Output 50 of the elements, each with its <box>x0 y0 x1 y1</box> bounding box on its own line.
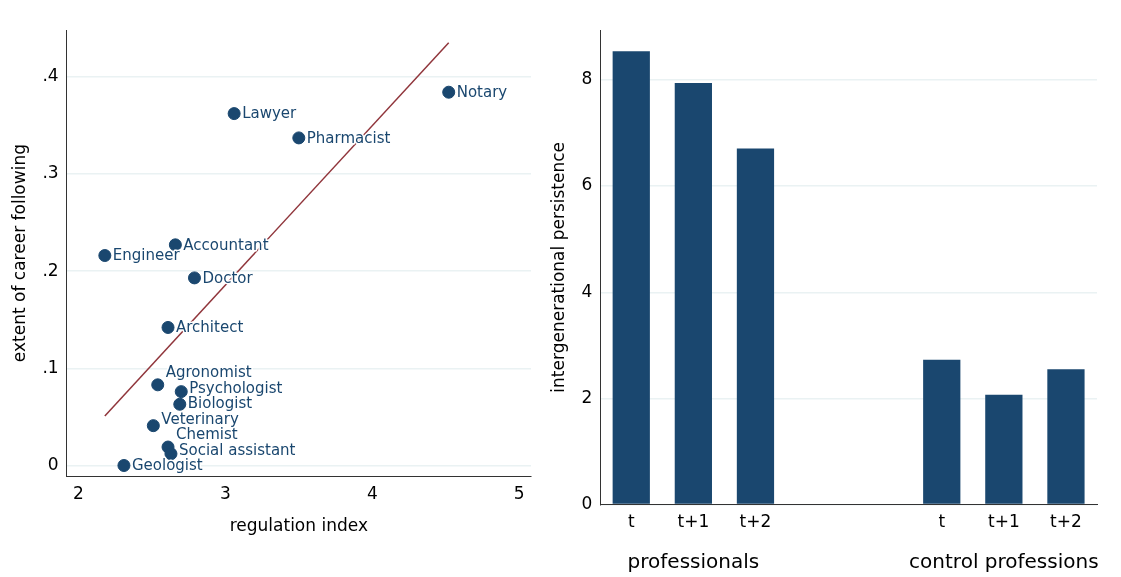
bar <box>1047 369 1085 504</box>
y-tick-label: 6 <box>581 174 593 195</box>
point <box>146 419 160 433</box>
x-tick-label: t+1 <box>677 511 710 532</box>
point <box>161 320 175 334</box>
y-tick-label: .1 <box>42 356 59 377</box>
point <box>151 378 165 392</box>
point <box>174 385 188 399</box>
annotation: Notary <box>456 83 508 102</box>
y-tick-label: 0 <box>581 493 593 514</box>
x-tick-label: 2 <box>72 482 84 503</box>
point <box>98 249 112 263</box>
y-tick-label: .2 <box>42 259 59 280</box>
annotation: Agronomist <box>165 362 252 381</box>
x-tick-label: t+1 <box>987 511 1020 532</box>
bar <box>674 83 712 504</box>
annotation: Geologist <box>131 456 203 475</box>
point <box>117 459 131 473</box>
y-axis-title: extent of career following <box>8 144 29 363</box>
y-axis-title: intergenerational persistence <box>547 141 568 393</box>
annotation: Engineer <box>112 246 181 265</box>
y-tick-label: .4 <box>42 65 59 86</box>
point <box>173 397 187 411</box>
point <box>227 107 241 121</box>
bar <box>923 359 961 504</box>
annotation: Social assistant <box>178 440 296 459</box>
bar <box>612 51 650 504</box>
x-axis-title: regulation index <box>229 515 368 536</box>
y-tick-label: .3 <box>42 162 59 183</box>
annotation: Biologist <box>187 394 253 413</box>
annotation: Psychologist <box>189 378 283 397</box>
x-tick-label: t <box>627 511 635 532</box>
bar <box>736 148 775 504</box>
point <box>292 131 306 145</box>
x-tick-label: t+2 <box>739 511 772 532</box>
y-tick-label: 4 <box>581 280 593 301</box>
y-tick-label: 0 <box>47 453 59 474</box>
text: professionals <box>627 549 760 574</box>
text: control professions <box>909 549 1099 574</box>
point <box>442 85 456 99</box>
annotation: Lawyer <box>242 104 298 123</box>
x-tick-label: t <box>938 511 946 532</box>
y-tick-label: 2 <box>581 386 593 407</box>
point <box>187 271 201 285</box>
bar <box>985 394 1023 504</box>
x-tick-label: 4 <box>366 482 378 503</box>
y-tick-label: 8 <box>581 68 593 89</box>
x-tick-label: 3 <box>219 482 231 503</box>
x-tick-label: 5 <box>513 482 525 503</box>
x-tick-label: t+2 <box>1050 511 1082 532</box>
